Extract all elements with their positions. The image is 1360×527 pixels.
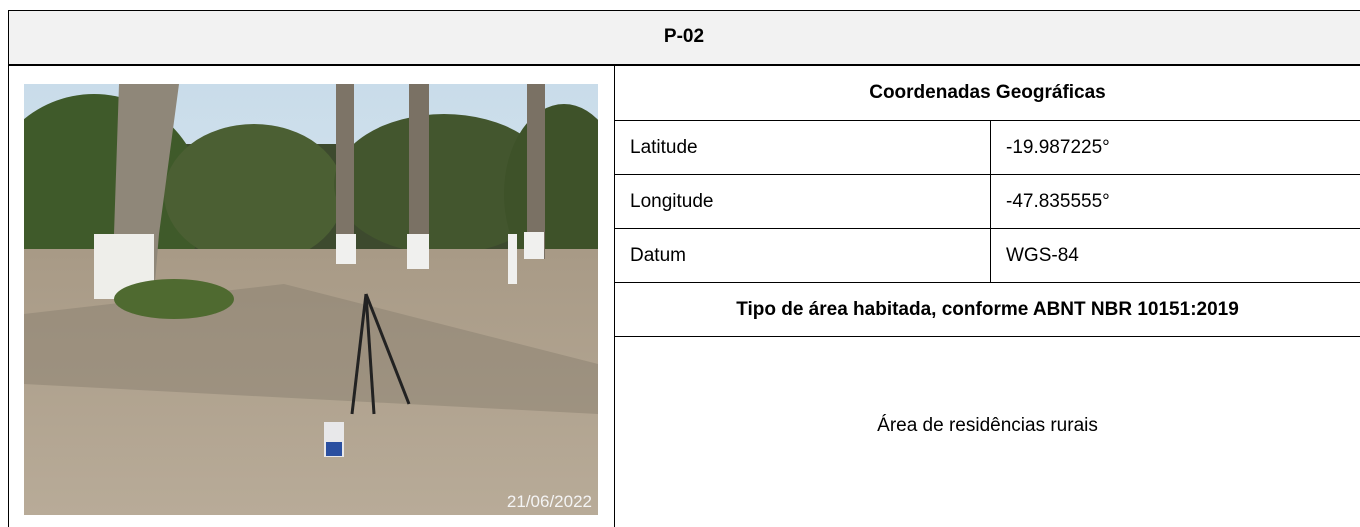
label: Longitude bbox=[630, 175, 713, 228]
border bbox=[8, 10, 9, 527]
border bbox=[614, 282, 1360, 283]
row-value: -47.835555° bbox=[1006, 190, 1110, 212]
row-label: Datum bbox=[630, 244, 686, 266]
border bbox=[614, 336, 1360, 337]
section-title: Tipo de área habitada, conforme ABNT NBR… bbox=[615, 283, 1360, 336]
row-label: Longitude bbox=[630, 190, 714, 212]
value: -19.987225° bbox=[1006, 121, 1110, 174]
border bbox=[8, 64, 1360, 66]
label: Latitude bbox=[630, 121, 698, 174]
border bbox=[614, 64, 615, 527]
border bbox=[614, 120, 1360, 121]
section-title: Coordenadas Geográficas bbox=[615, 65, 1360, 120]
area-type-cell: Área de residências rurais bbox=[615, 337, 1360, 527]
header-title: P-02 bbox=[663, 26, 705, 47]
row-value: WGS-84 bbox=[1006, 244, 1079, 266]
row-value: -19.987225° bbox=[1006, 136, 1110, 158]
coordinates-title: Coordenadas Geográficas bbox=[869, 81, 1106, 103]
site-photo: 21/06/2022 bbox=[24, 84, 598, 515]
border bbox=[8, 10, 1360, 11]
label: Datum bbox=[630, 229, 686, 282]
date-stamp: 21/06/2022 bbox=[507, 492, 592, 511]
area-type-title: Tipo de área habitada, conforme ABNT NBR… bbox=[736, 298, 1239, 320]
border bbox=[614, 174, 1360, 175]
border bbox=[614, 228, 1360, 229]
header-cell: P-02 bbox=[8, 10, 1360, 64]
value: WGS-84 bbox=[1006, 229, 1079, 282]
border bbox=[990, 120, 991, 282]
value: -47.835555° bbox=[1006, 175, 1110, 228]
row-label: Latitude bbox=[630, 136, 698, 158]
area-type-value: Área de residências rurais bbox=[877, 415, 1098, 436]
